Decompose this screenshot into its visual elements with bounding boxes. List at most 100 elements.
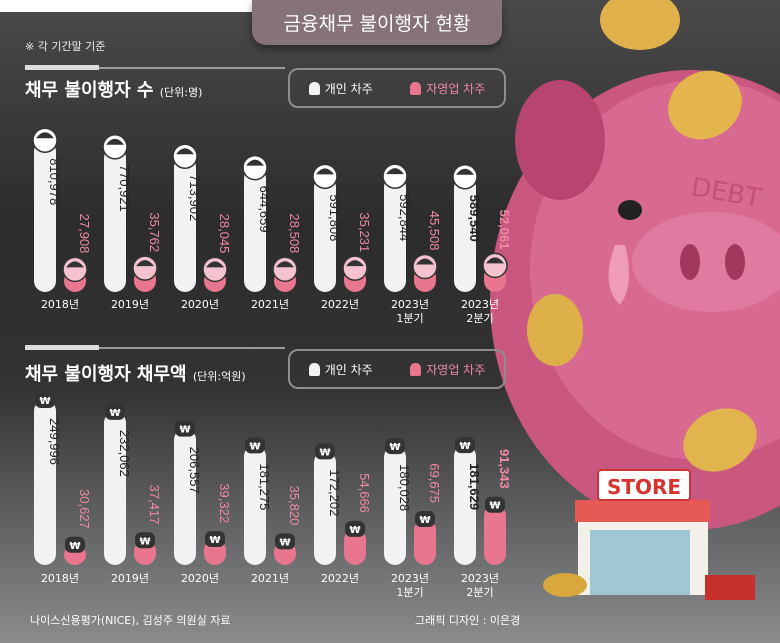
bar-individual bbox=[384, 176, 406, 292]
bar-individual bbox=[34, 140, 56, 292]
person-icon bbox=[132, 255, 158, 281]
won-icon bbox=[385, 438, 405, 455]
person-icon bbox=[308, 81, 320, 95]
hair-icon-part bbox=[486, 257, 504, 264]
hair-icon-part bbox=[316, 168, 334, 175]
won-icon-glyph: ₩ bbox=[489, 501, 500, 512]
hair-icon-part bbox=[416, 258, 434, 265]
person-icon bbox=[102, 134, 128, 160]
category-label: 2019년 bbox=[111, 572, 149, 585]
value-label-individual: 232,062 bbox=[117, 430, 132, 477]
chart2-title: 채무 불이행자 채무액 (단위:억원) bbox=[25, 360, 246, 386]
won-icon-glyph: ₩ bbox=[249, 441, 260, 452]
hair-icon-part bbox=[456, 168, 474, 175]
bar-individual bbox=[314, 451, 336, 565]
value-label-individual: 592,844 bbox=[397, 194, 412, 241]
person-icon bbox=[482, 252, 508, 279]
value-label-self-employed: 35,762 bbox=[147, 212, 162, 252]
bar-self-employed bbox=[344, 528, 366, 565]
category-label: 2023년 bbox=[391, 572, 429, 585]
value-label-individual: 591,808 bbox=[327, 194, 342, 241]
bar-individual bbox=[104, 411, 126, 565]
section-divider bbox=[25, 345, 285, 350]
category-label: 2018년 bbox=[41, 572, 79, 585]
legend-label: 개인 차주 bbox=[324, 81, 373, 96]
legend-label: 자영업 차주 bbox=[426, 81, 486, 96]
won-icon bbox=[205, 531, 225, 548]
hair-icon-part bbox=[206, 261, 224, 268]
category-label: 1분기 bbox=[396, 586, 423, 599]
bar-individual bbox=[454, 445, 476, 565]
won-icon-glyph: ₩ bbox=[39, 396, 50, 407]
legend-individual: 개인 차주 bbox=[308, 361, 373, 378]
category-label: 2018년 bbox=[41, 298, 79, 311]
person-icon bbox=[62, 256, 88, 283]
category-label: 2022년 bbox=[321, 298, 359, 311]
person-icon bbox=[172, 143, 198, 169]
hair-icon-part bbox=[346, 260, 364, 267]
hair-icon-part bbox=[276, 261, 294, 268]
category-label: 2022년 bbox=[321, 572, 359, 585]
value-label-individual: 644,659 bbox=[257, 186, 272, 233]
hair-icon-part bbox=[176, 148, 194, 155]
category-label: 2023년 bbox=[391, 298, 429, 311]
category-label: 1분기 bbox=[396, 312, 423, 325]
category-label: 2분기 bbox=[466, 312, 493, 325]
won-icon-glyph: ₩ bbox=[109, 408, 120, 419]
bar-individual bbox=[314, 176, 336, 292]
legend-label: 자영업 차주 bbox=[426, 362, 486, 377]
won-icon bbox=[65, 536, 85, 553]
won-icon bbox=[415, 511, 435, 528]
value-label-self-employed: 39,322 bbox=[217, 483, 232, 523]
category-label: 2021년 bbox=[251, 298, 289, 311]
bar-individual bbox=[104, 146, 126, 292]
value-label-self-employed: 69,675 bbox=[427, 463, 442, 503]
legend-self-employed: 자영업 차주 bbox=[410, 80, 485, 97]
value-label-individual: 589,540 bbox=[467, 195, 482, 242]
hair-icon-part bbox=[136, 260, 154, 267]
money-bag-icon bbox=[308, 362, 320, 376]
bar-individual bbox=[174, 156, 196, 292]
category-label: 2019년 bbox=[111, 298, 149, 311]
won-icon bbox=[135, 532, 155, 549]
category-label: 2020년 bbox=[181, 572, 219, 585]
won-icon-glyph: ₩ bbox=[69, 541, 80, 552]
won-icon-glyph: ₩ bbox=[459, 441, 470, 452]
person-icon bbox=[342, 255, 368, 281]
source-note: 나이스신용평가(NICE), 김성주 의원실 자료 bbox=[30, 614, 231, 627]
chart2-unit: (단위:억원) bbox=[192, 370, 246, 383]
won-icon bbox=[175, 420, 195, 437]
won-icon-glyph: ₩ bbox=[419, 515, 430, 526]
won-icon-glyph: ₩ bbox=[139, 536, 150, 547]
value-label-self-employed: 35,231 bbox=[357, 212, 372, 252]
value-label-individual: 249,996 bbox=[47, 418, 62, 465]
bar-individual bbox=[244, 445, 266, 565]
chart1-title: 채무 불이행자 수 (단위:명) bbox=[25, 76, 202, 102]
person-icon bbox=[32, 127, 58, 153]
value-label-individual: 206,557 bbox=[187, 447, 202, 494]
value-label-individual: 810,978 bbox=[47, 158, 62, 205]
hair-icon-part bbox=[36, 132, 54, 139]
value-label-self-employed: 30,627 bbox=[77, 489, 92, 529]
value-label-self-employed: 35,820 bbox=[287, 486, 302, 526]
hair-icon-part bbox=[106, 138, 124, 145]
money-bag-icon bbox=[410, 362, 422, 376]
person-icon bbox=[410, 81, 422, 95]
won-icon-glyph: ₩ bbox=[279, 537, 290, 548]
value-label-individual: 180,028 bbox=[397, 464, 412, 511]
won-icon bbox=[485, 496, 505, 513]
category-label: 2021년 bbox=[251, 572, 289, 585]
bar-individual bbox=[174, 428, 196, 565]
person-icon bbox=[202, 256, 228, 283]
person-icon bbox=[412, 253, 438, 280]
won-icon bbox=[35, 392, 55, 409]
value-label-individual: 770,921 bbox=[117, 165, 132, 212]
person-icon bbox=[242, 154, 268, 181]
hair-icon-part bbox=[246, 159, 264, 166]
store-sign-text: STORE bbox=[607, 475, 681, 499]
value-label-self-employed: 52,061 bbox=[497, 210, 512, 250]
won-icon bbox=[275, 533, 295, 550]
won-icon-glyph: ₩ bbox=[319, 447, 330, 458]
value-label-self-employed: 37,417 bbox=[147, 485, 162, 525]
